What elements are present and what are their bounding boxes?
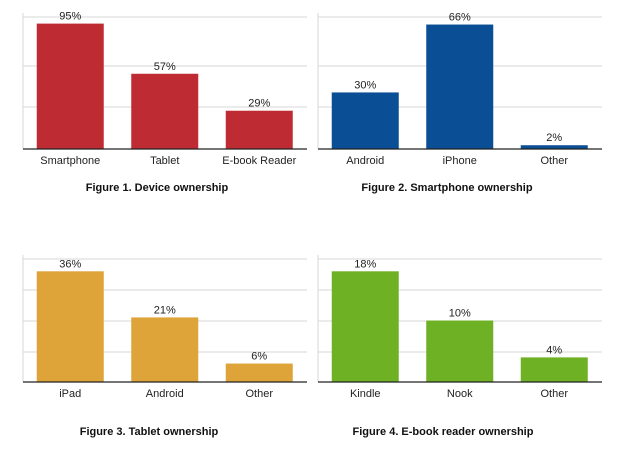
- tablet-ownership-category-label: Other: [245, 388, 273, 400]
- ebook-reader-ownership-category-label: Other: [540, 388, 568, 400]
- tablet-ownership-bar: [131, 317, 199, 382]
- smartphone-ownership-bar: [520, 145, 588, 149]
- tablet-ownership-bar: [225, 363, 293, 382]
- device-ownership-value-label: 95%: [59, 11, 81, 23]
- tablet-ownership-caption: Figure 3. Tablet ownership: [80, 426, 219, 438]
- tablet-ownership-category-label: iPad: [59, 388, 81, 400]
- device-ownership-bar: [131, 73, 199, 149]
- ebook-reader-ownership-bar: [331, 271, 399, 382]
- tablet-ownership-value-label: 36%: [59, 258, 81, 270]
- device-ownership-category-label: Smartphone: [40, 155, 100, 167]
- smartphone-ownership-value-label: 30%: [354, 79, 376, 91]
- smartphone-ownership-category-label: iPhone: [443, 155, 477, 167]
- tablet-ownership-bar: [36, 271, 104, 382]
- device-ownership-chart: 95% Smartphone 57% Tablet 29% E-book Reader Fi…: [22, 11, 307, 194]
- device-ownership-value-label: 29%: [248, 98, 270, 110]
- device-ownership-category-label: E-book Reader: [222, 155, 296, 167]
- device-ownership-bar: [36, 23, 104, 150]
- smartphone-ownership-value-label: 2%: [546, 132, 562, 144]
- device-ownership-value-label: 57%: [154, 61, 176, 73]
- smartphone-ownership-bar: [331, 92, 399, 149]
- tablet-ownership-category-label: Android: [146, 388, 184, 400]
- smartphone-ownership-chart: 30% Android 66% iPhone 2% Other Figure 2. Smar…: [317, 12, 602, 194]
- tablet-ownership-value-label: 21%: [154, 304, 176, 316]
- ebook-reader-ownership-chart: 18% Kindle 10% Nook 4% Other Figure 4. E-book …: [317, 255, 602, 438]
- ebook-reader-ownership-value-label: 18%: [354, 258, 376, 270]
- ebook-reader-ownership-category-label: Nook: [447, 388, 473, 400]
- ebook-reader-ownership-caption: Figure 4. E-book reader ownership: [353, 426, 534, 438]
- device-ownership-caption: Figure 1. Device ownership: [86, 182, 229, 194]
- ebook-reader-ownership-bar: [426, 320, 494, 382]
- ebook-reader-ownership-category-label: Kindle: [350, 388, 381, 400]
- device-ownership-bar: [225, 110, 293, 149]
- ebook-reader-ownership-value-label: 4%: [546, 344, 562, 356]
- ebook-reader-ownership-bar: [520, 357, 588, 382]
- tablet-ownership-chart: 36% iPad 21% Android 6% Other Figure 3. Tablet…: [22, 255, 307, 438]
- smartphone-ownership-value-label: 66%: [449, 12, 471, 24]
- smartphone-ownership-bar: [426, 24, 494, 150]
- smartphone-ownership-category-label: Other: [540, 155, 568, 167]
- smartphone-ownership-category-label: Android: [346, 155, 384, 167]
- ebook-reader-ownership-value-label: 10%: [449, 308, 471, 320]
- tablet-ownership-value-label: 6%: [251, 351, 267, 363]
- device-ownership-category-label: Tablet: [150, 155, 179, 167]
- smartphone-ownership-caption: Figure 2. Smartphone ownership: [361, 182, 532, 194]
